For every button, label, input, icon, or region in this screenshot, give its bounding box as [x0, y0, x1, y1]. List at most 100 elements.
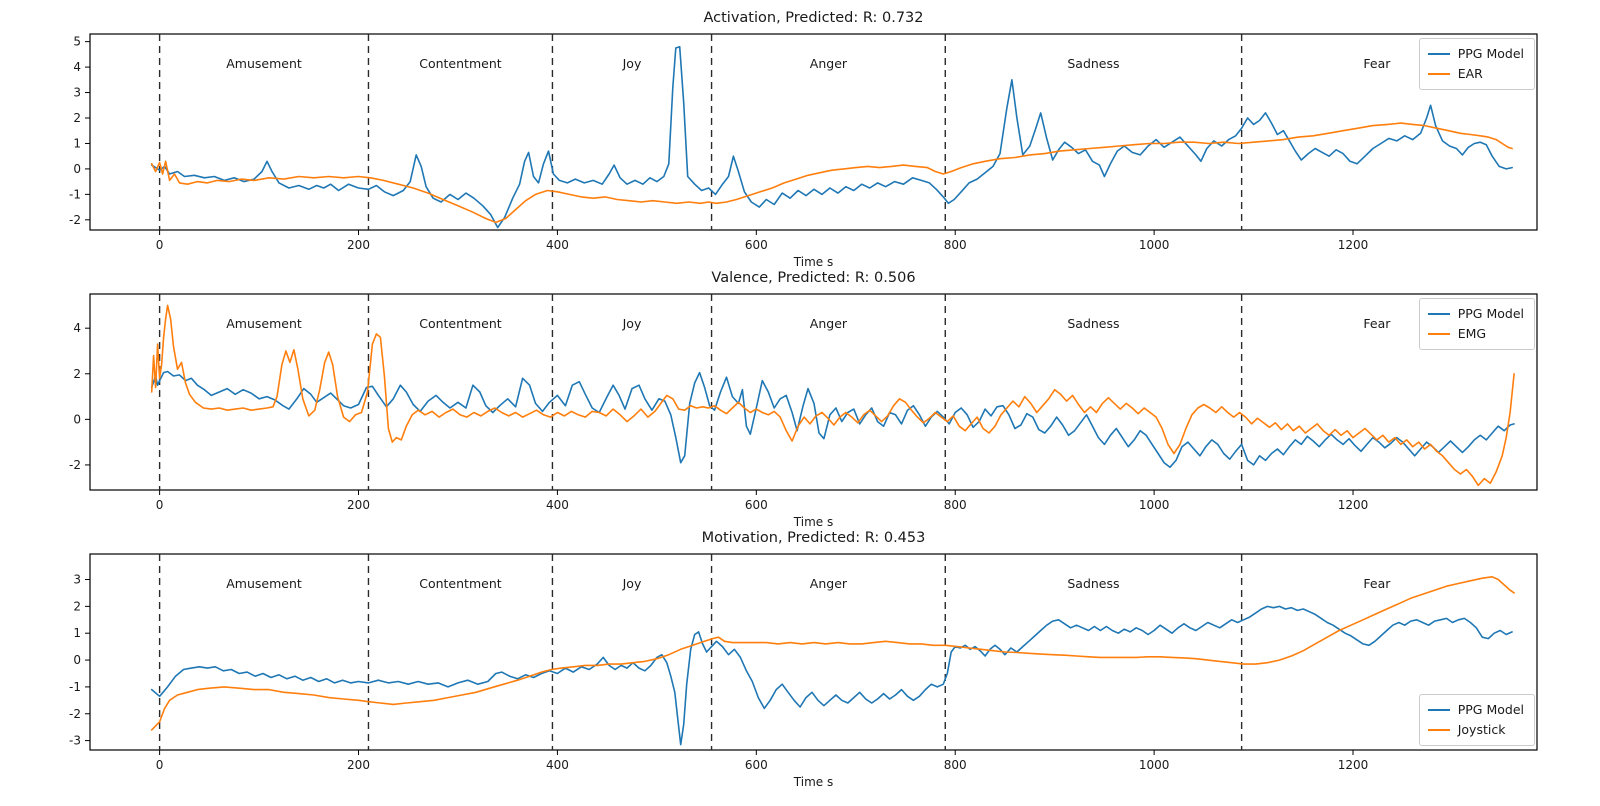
segment-label: Contentment [419, 56, 502, 71]
legend-label: EMG [1457, 326, 1487, 341]
y-tick-label: -1 [69, 680, 81, 694]
legend-item-ear: EAR [1427, 64, 1524, 84]
x-tick-label: 1000 [1139, 498, 1170, 512]
segment-label: Joy [622, 316, 642, 331]
segment-label: Fear [1363, 576, 1391, 591]
ppg-model-line-swatch [1427, 53, 1450, 55]
series-line-ppg-model [150, 605, 1513, 746]
segment-label: Amusement [226, 56, 302, 71]
y-tick-label: 5 [73, 35, 81, 49]
y-tick-label: 0 [73, 412, 81, 426]
x-tick-label: 400 [546, 238, 569, 252]
x-tick-label: 200 [347, 498, 370, 512]
x-axis-label: Time s [793, 255, 833, 268]
x-tick-label: 1000 [1139, 238, 1170, 252]
motivation-chart: Amusement Contentment Joy Anger Sadness Fear 0… [0, 528, 1600, 788]
x-tick-label: 600 [745, 758, 768, 772]
y-tick-label: 2 [73, 111, 81, 125]
motivation-plot-area: Amusement Contentment Joy Anger Sadness Fear 0… [69, 553, 1538, 788]
segment-label: Sadness [1067, 576, 1119, 591]
y-tick-label: 0 [73, 653, 81, 667]
segment-label: Anger [810, 316, 848, 331]
x-tick-label: 1200 [1338, 758, 1369, 772]
x-tick-label: 800 [944, 238, 967, 252]
legend-item-ppg-model: PPG Model [1427, 304, 1524, 324]
x-tick-label: 200 [347, 238, 370, 252]
segment-label: Fear [1363, 316, 1391, 331]
y-tick-label: 2 [73, 599, 81, 613]
legend-label: PPG Model [1457, 306, 1524, 321]
x-tick-label: 800 [944, 758, 967, 772]
axes-frame [89, 33, 1538, 231]
x-tick-label: 0 [156, 498, 164, 512]
segment-label: Joy [622, 576, 642, 591]
joystick-line-swatch [1427, 729, 1450, 731]
y-tick-label: -2 [69, 213, 81, 227]
ppg-model-line-swatch [1427, 313, 1450, 315]
y-tick-label: 3 [73, 573, 81, 587]
x-tick-label: 400 [546, 758, 569, 772]
legend-item-emg: EMG [1427, 324, 1524, 344]
x-tick-label: 400 [546, 498, 569, 512]
segment-label: Joy [622, 56, 642, 71]
valence-plot-area: Amusement Contentment Joy Anger Sadness Fear 0… [69, 293, 1538, 528]
x-tick-label: 1200 [1338, 498, 1369, 512]
motivation-chart-title: Motivation, Predicted: R: 0.453 [701, 530, 926, 546]
x-tick-label: 0 [156, 238, 164, 252]
segment-label: Sadness [1067, 316, 1119, 331]
legend-item-joystick: Joystick [1427, 720, 1524, 740]
segment-label: Amusement [226, 316, 302, 331]
segment-label: Anger [810, 576, 848, 591]
y-tick-label: -1 [69, 187, 81, 201]
x-tick-label: 800 [944, 498, 967, 512]
y-tick-label: 0 [73, 162, 81, 176]
y-tick-label: 2 [73, 367, 81, 381]
segment-label: Sadness [1067, 56, 1119, 71]
segment-label: Anger [810, 56, 848, 71]
motivation-legend: PPG Model Joystick [1418, 694, 1535, 746]
y-tick-label: -2 [69, 458, 81, 472]
activation-chart: Amusement Contentment Joy Anger Sadness Fear 0… [0, 8, 1600, 268]
series-line-emg [150, 304, 1515, 487]
legend-label: PPG Model [1457, 46, 1524, 61]
y-tick-label: 4 [73, 321, 81, 335]
valence-chart: Amusement Contentment Joy Anger Sadness Fear 0… [0, 268, 1600, 528]
valence-legend: PPG Model EMG [1418, 298, 1535, 350]
x-axis-label: Time s [793, 775, 833, 788]
y-tick-label: 1 [73, 626, 81, 640]
legend-label: PPG Model [1457, 702, 1524, 717]
axes-frame [89, 293, 1538, 491]
emg-line-swatch [1427, 333, 1450, 335]
segment-label: Contentment [419, 576, 502, 591]
legend-item-ppg-model: PPG Model [1427, 44, 1524, 64]
ppg-model-line-swatch [1427, 709, 1450, 711]
y-tick-label: 3 [73, 86, 81, 100]
x-tick-label: 1000 [1139, 758, 1170, 772]
activation-chart-title: Activation, Predicted: R: 0.732 [703, 10, 924, 26]
legend-label: Joystick [1457, 722, 1506, 737]
valence-chart-title: Valence, Predicted: R: 0.506 [711, 270, 916, 286]
segment-label: Amusement [226, 576, 302, 591]
y-tick-label: -3 [69, 734, 81, 748]
segment-label: Contentment [419, 316, 502, 331]
x-tick-label: 600 [745, 238, 768, 252]
activation-plot-area: Amusement Contentment Joy Anger Sadness Fear 0… [69, 33, 1538, 268]
series-line-ppg-model [150, 45, 1513, 229]
x-tick-label: 200 [347, 758, 370, 772]
axes-frame [89, 553, 1538, 751]
activation-legend: PPG Model EAR [1418, 38, 1535, 90]
series-line-ppg-model [150, 370, 1515, 468]
x-tick-label: 600 [745, 498, 768, 512]
x-axis-label: Time s [793, 515, 833, 528]
legend-item-ppg-model: PPG Model [1427, 700, 1524, 720]
y-tick-label: -2 [69, 707, 81, 721]
series-line-ear [150, 122, 1513, 224]
y-tick-label: 4 [73, 60, 81, 74]
series-line-joystick [150, 575, 1515, 731]
ear-line-swatch [1427, 73, 1450, 75]
segment-label: Fear [1363, 56, 1391, 71]
figure: Amusement Contentment Joy Anger Sadness Fear 0… [0, 8, 1600, 788]
legend-label: EAR [1457, 66, 1483, 81]
y-tick-label: 1 [73, 136, 81, 150]
x-tick-label: 0 [156, 758, 164, 772]
